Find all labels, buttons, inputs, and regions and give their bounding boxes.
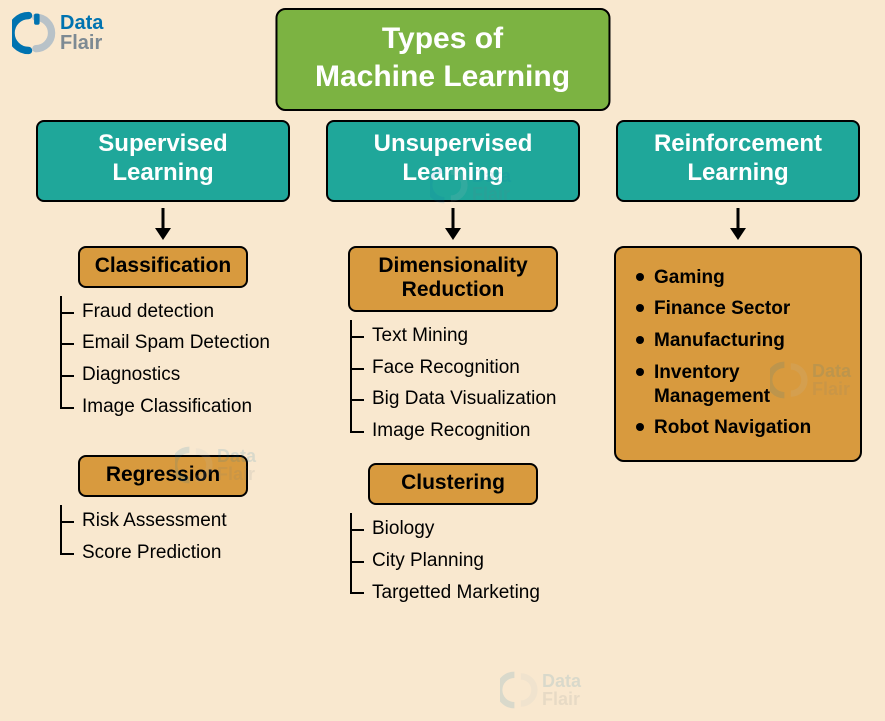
sub-clustering: Clustering [368,463,538,505]
category-label-line1: Supervised [48,130,278,159]
category-reinforcement: Reinforcement Learning [616,120,860,202]
column-unsupervised: Unsupervised Learning Dimensionality Red… [318,120,588,608]
tree-item: Score Prediction [60,537,298,569]
sub-classification: Classification [78,246,248,288]
logo: Data Flair [12,10,103,56]
tree-item: Big Data Visualization [350,383,588,415]
category-label-line1: Unsupervised [338,130,568,159]
tree-dimensionality: Text Mining Face Recognition Big Data Vi… [350,320,588,447]
tree-clustering: Biology City Planning Targetted Marketin… [350,513,588,608]
bullet-item: Gaming [634,262,842,294]
sub-label-line2: Reduction [362,278,544,302]
tree-item: Biology [350,513,588,545]
sub-regression: Regression [78,455,248,497]
category-label-line1: Reinforcement [628,130,848,159]
tree-item: Face Recognition [350,352,588,384]
tree-classification: Fraud detection Email Spam Detection Dia… [60,296,298,423]
arrow-icon [28,206,298,246]
tree-item: Text Mining [350,320,588,352]
sub-label-line1: Dimensionality [362,254,544,278]
arrow-icon [608,206,868,246]
category-label-line2: Learning [338,159,568,188]
tree-item: City Planning [350,545,588,577]
tree-item: Fraud detection [60,296,298,328]
arrow-icon [318,206,588,246]
column-supervised: Supervised Learning Classification Fraud… [28,120,298,568]
tree-item: Image Recognition [350,415,588,447]
tree-item: Diagnostics [60,359,298,391]
watermark: DataFlair [500,670,581,710]
bullet-item: Finance Sector [634,293,842,325]
main-title-box: Types of Machine Learning [275,8,610,111]
column-reinforcement: Reinforcement Learning Gaming Finance Se… [608,120,868,462]
logo-text-2: Flair [60,32,102,54]
tree-regression: Risk Assessment Score Prediction [60,505,298,569]
logo-text-1: Data [60,12,103,34]
sub-dimensionality: Dimensionality Reduction [348,246,558,312]
category-label-line2: Learning [628,159,848,188]
category-supervised: Supervised Learning [36,120,290,202]
title-line-1: Types of [315,20,570,58]
category-unsupervised: Unsupervised Learning [326,120,580,202]
tree-item: Email Spam Detection [60,327,298,359]
tree-item: Image Classification [60,391,298,423]
bullet-item: Manufacturing [634,325,842,357]
bullet-item: Robot Navigation [634,412,842,444]
tree-item: Targetted Marketing [350,577,588,609]
title-line-2: Machine Learning [315,58,570,96]
logo-icon [12,10,58,56]
bullet-item: Inventory Management [634,357,842,413]
tree-item: Risk Assessment [60,505,298,537]
category-label-line2: Learning [48,159,278,188]
reinforcement-bullets-box: Gaming Finance Sector Manufacturing Inve… [614,246,862,463]
